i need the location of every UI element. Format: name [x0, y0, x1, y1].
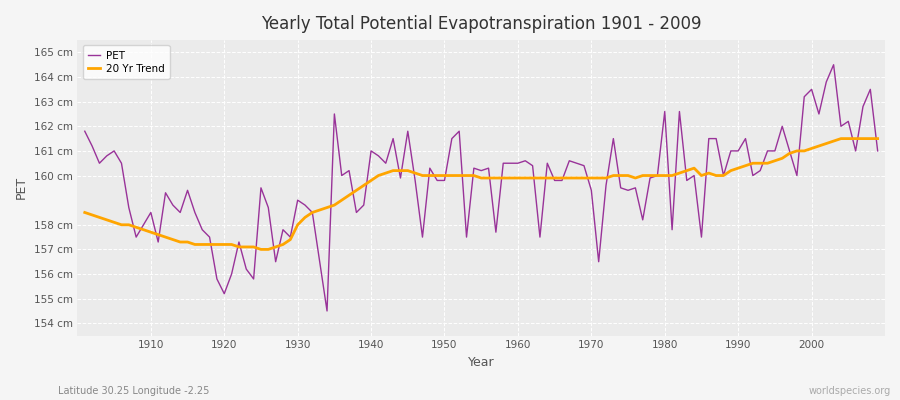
PET [300, 203, 310, 208]
Y-axis label: PET: PET [15, 176, 28, 200]
PET [828, 62, 839, 67]
PET [351, 210, 362, 215]
PET [138, 222, 148, 227]
20 Yr Trend [608, 173, 619, 178]
20 Yr Trend [256, 247, 266, 252]
Title: Yearly Total Potential Evapotranspiration 1901 - 2009: Yearly Total Potential Evapotranspiratio… [261, 15, 701, 33]
Line: PET: PET [85, 65, 878, 311]
20 Yr Trend [138, 227, 148, 232]
PET [321, 308, 332, 313]
20 Yr Trend [520, 176, 531, 180]
Legend: PET, 20 Yr Trend: PET, 20 Yr Trend [83, 45, 169, 79]
Line: 20 Yr Trend: 20 Yr Trend [85, 139, 878, 250]
X-axis label: Year: Year [468, 356, 494, 369]
20 Yr Trend [351, 188, 362, 193]
20 Yr Trend [512, 176, 523, 180]
PET [872, 148, 883, 153]
20 Yr Trend [835, 136, 846, 141]
20 Yr Trend [79, 210, 90, 215]
PET [520, 158, 531, 163]
PET [79, 129, 90, 134]
PET [512, 161, 523, 166]
PET [608, 136, 619, 141]
Text: Latitude 30.25 Longitude -2.25: Latitude 30.25 Longitude -2.25 [58, 386, 210, 396]
20 Yr Trend [307, 210, 318, 215]
Text: worldspecies.org: worldspecies.org [809, 386, 891, 396]
20 Yr Trend [872, 136, 883, 141]
